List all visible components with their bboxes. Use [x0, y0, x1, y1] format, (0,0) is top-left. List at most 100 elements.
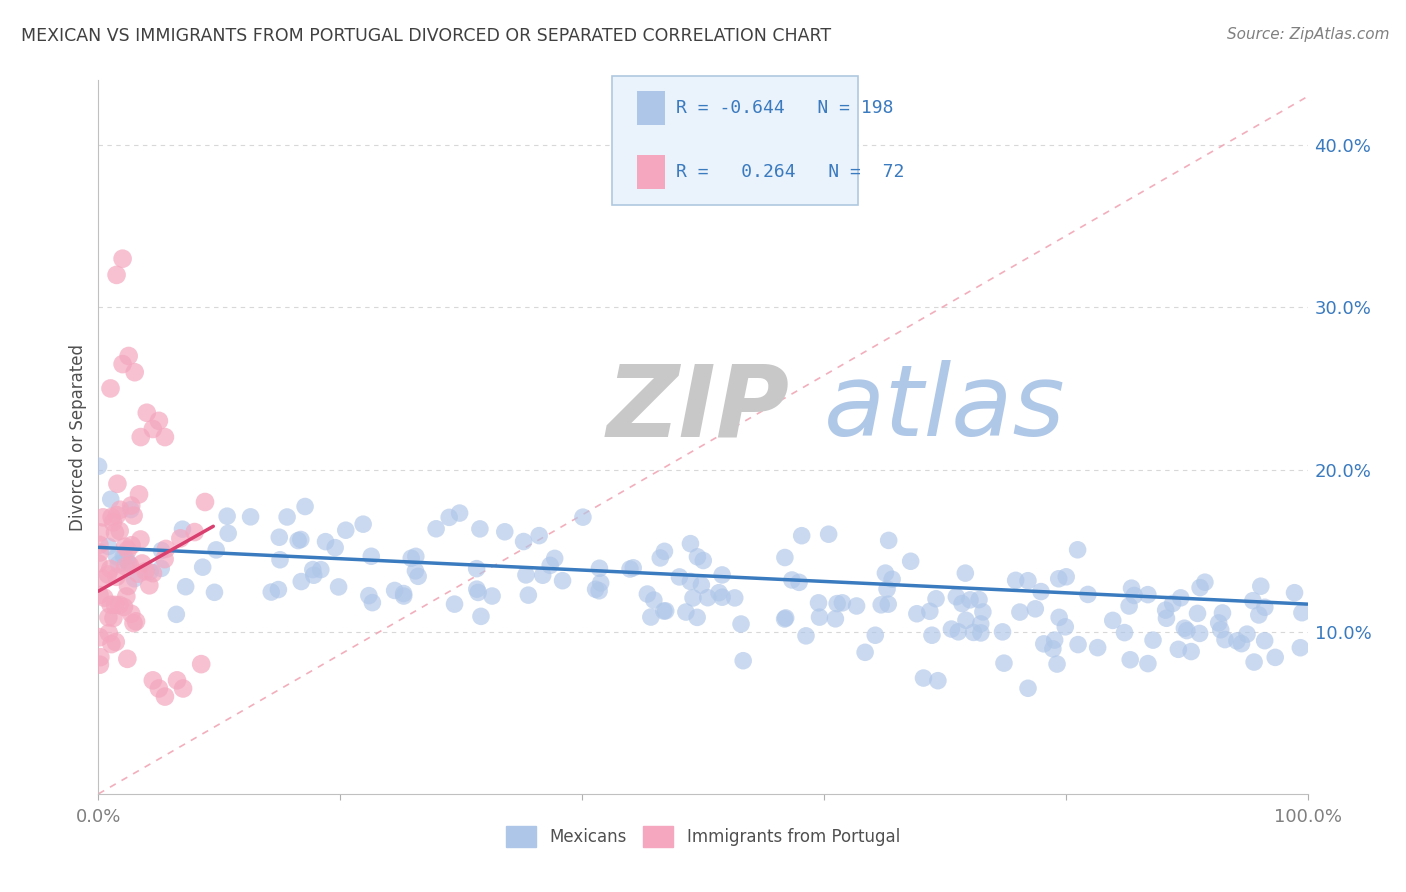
Point: [124, 572, 146, 586]
Point: [517, 588, 540, 602]
Point: [1101, 614, 1123, 628]
Point: [217, 526, 239, 541]
Point: [1077, 587, 1099, 601]
Legend: Mexicans, Immigrants from Portugal: Mexicans, Immigrants from Portugal: [499, 820, 907, 854]
Point: [807, 596, 830, 610]
Point: [404, 564, 426, 578]
Point: [621, 561, 644, 575]
Point: [538, 558, 561, 573]
Point: [877, 533, 900, 548]
Point: [711, 590, 734, 604]
Point: [135, 406, 157, 420]
Point: [1226, 633, 1249, 648]
Point: [941, 622, 963, 636]
Point: [112, 549, 135, 563]
Point: [959, 592, 981, 607]
Point: [787, 575, 810, 590]
Point: [1188, 626, 1211, 640]
Point: [166, 673, 188, 688]
Point: [1054, 570, 1077, 584]
Point: [1170, 591, 1192, 605]
Point: [927, 673, 949, 688]
Point: [150, 561, 173, 575]
Point: [97, 610, 120, 624]
Point: [87, 557, 110, 571]
Point: [122, 508, 145, 523]
Point: [89, 588, 111, 602]
Point: [955, 566, 977, 581]
Point: [724, 591, 747, 605]
Point: [468, 522, 491, 536]
Point: [148, 681, 170, 696]
Point: [1017, 681, 1039, 696]
Point: [323, 541, 346, 555]
Point: [531, 568, 554, 582]
Point: [808, 610, 831, 624]
Point: [108, 524, 131, 538]
Point: [1180, 644, 1202, 658]
Point: [955, 613, 977, 627]
Text: R = -0.644   N = 198: R = -0.644 N = 198: [676, 99, 894, 117]
Point: [945, 590, 967, 604]
Point: [120, 499, 142, 513]
Point: [465, 582, 488, 597]
Point: [138, 578, 160, 592]
Point: [950, 597, 973, 611]
Point: [962, 625, 984, 640]
Point: [970, 616, 993, 631]
Point: [111, 357, 134, 371]
Point: [1264, 650, 1286, 665]
Point: [287, 533, 309, 548]
Point: [654, 604, 676, 618]
Point: [824, 612, 846, 626]
Point: [588, 561, 610, 575]
Point: [1067, 638, 1090, 652]
Point: [443, 597, 465, 611]
Point: [682, 591, 704, 605]
Point: [115, 590, 138, 604]
Point: [142, 422, 165, 436]
Point: [1087, 640, 1109, 655]
Point: [111, 252, 134, 266]
Point: [865, 628, 887, 642]
Point: [150, 543, 173, 558]
Point: [1121, 581, 1143, 595]
Point: [515, 568, 537, 582]
Point: [105, 508, 128, 523]
Point: [301, 563, 323, 577]
Point: [104, 598, 127, 612]
Point: [190, 657, 212, 672]
Point: [588, 583, 610, 598]
Point: [918, 604, 941, 618]
Point: [1119, 653, 1142, 667]
Point: [120, 607, 142, 621]
Point: [1230, 637, 1253, 651]
Point: [675, 605, 697, 619]
Point: [267, 582, 290, 597]
Point: [1046, 657, 1069, 671]
Y-axis label: Divorced or Separated: Divorced or Separated: [69, 343, 87, 531]
Point: [108, 598, 131, 612]
Point: [437, 510, 460, 524]
Point: [449, 506, 471, 520]
Point: [153, 430, 176, 444]
Point: [153, 690, 176, 704]
Point: [100, 598, 122, 612]
Point: [794, 629, 817, 643]
Text: Source: ZipAtlas.com: Source: ZipAtlas.com: [1226, 27, 1389, 42]
Point: [1114, 625, 1136, 640]
Point: [104, 635, 127, 649]
Text: MEXICAN VS IMMIGRANTS FROM PORTUGAL DIVORCED OR SEPARATED CORRELATION CHART: MEXICAN VS IMMIGRANTS FROM PORTUGAL DIVO…: [21, 27, 831, 45]
Point: [1208, 615, 1230, 630]
Point: [302, 568, 325, 582]
Point: [183, 524, 205, 539]
Point: [900, 554, 922, 568]
Point: [194, 495, 217, 509]
Point: [117, 543, 139, 558]
Point: [991, 624, 1014, 639]
Point: [1017, 574, 1039, 588]
Point: [1236, 627, 1258, 641]
Point: [129, 533, 152, 547]
Point: [357, 589, 380, 603]
Point: [204, 585, 226, 599]
